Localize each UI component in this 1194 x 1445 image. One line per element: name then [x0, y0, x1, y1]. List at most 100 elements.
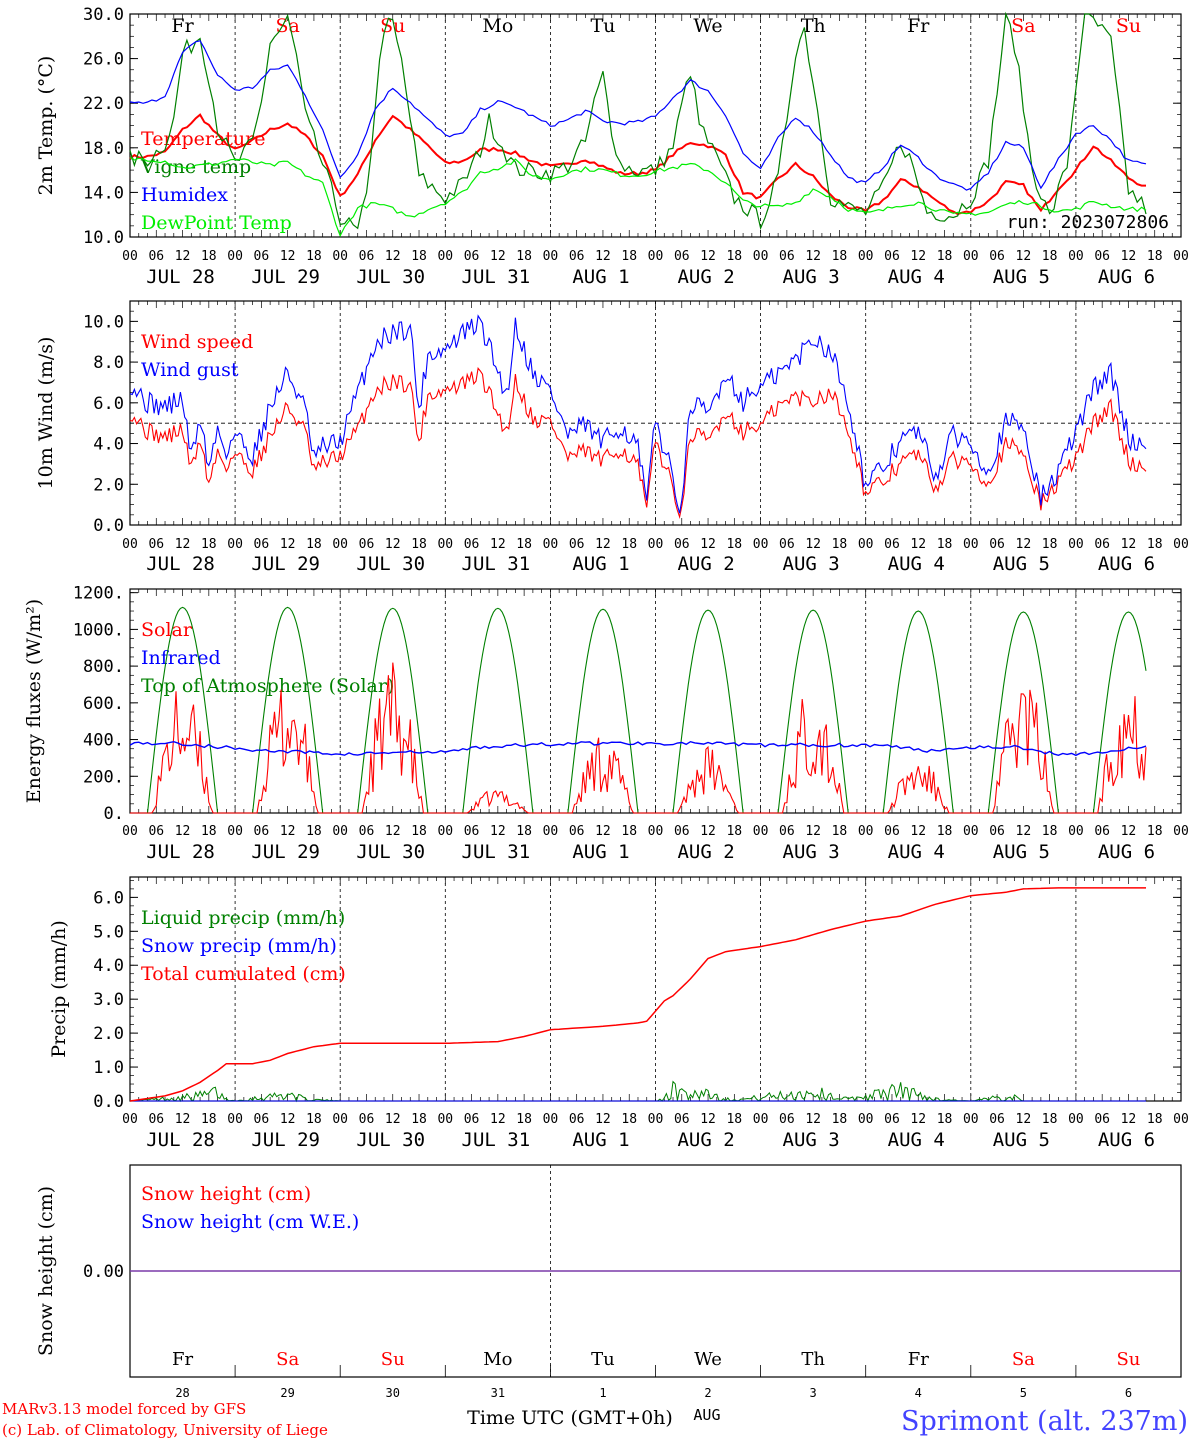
date-label: JUL 28 [146, 841, 215, 863]
hour-label: 06 [674, 537, 690, 552]
date-label: AUG 2 [677, 266, 734, 288]
hour-label: 18 [1042, 824, 1058, 839]
date-label: JUL 29 [251, 1129, 320, 1151]
y-tick-label: 800. [83, 657, 124, 677]
hour-label: 00 [963, 249, 979, 264]
hour-label: 06 [884, 537, 900, 552]
legend-total-cumulated-cm-: Total cumulated (cm) [141, 963, 346, 985]
hour-label: 06 [884, 1112, 900, 1127]
date-label: AUG 3 [783, 553, 840, 575]
y-tick-label: 6.0 [93, 394, 124, 414]
hour-label: 00 [227, 249, 243, 264]
hour-label: 12 [595, 537, 611, 552]
hour-label: 18 [1147, 249, 1163, 264]
hour-label: 12 [805, 1112, 821, 1127]
hour-label: 12 [595, 1112, 611, 1127]
weekday-label: Fr [171, 15, 194, 37]
weekday-label: Sa [1011, 15, 1035, 37]
date-label: JUL 28 [146, 553, 215, 575]
hour-label: 06 [779, 249, 795, 264]
hour-label: 06 [989, 824, 1005, 839]
legend-temperature: Temperature [141, 128, 265, 150]
hour-label: 12 [385, 824, 401, 839]
energy-lines [129, 606, 1147, 814]
date-label: JUL 28 [146, 1129, 215, 1151]
toa-line [130, 606, 1147, 814]
weekday-label: Su [1116, 15, 1141, 37]
weekday-label: Mo [482, 15, 513, 37]
hour-label: 18 [201, 537, 217, 552]
weekday-label: Fr [907, 15, 930, 37]
day-number-label: 5 [1020, 1386, 1027, 1400]
hour-label: 18 [201, 824, 217, 839]
hour-label: 00 [227, 537, 243, 552]
hour-label: 00 [648, 249, 664, 264]
hour-label: 00 [858, 249, 874, 264]
date-label: JUL 31 [462, 1129, 531, 1151]
hour-label: 06 [254, 249, 270, 264]
hour-label: 18 [1042, 1112, 1058, 1127]
hour-label: 12 [595, 824, 611, 839]
hour-label: 00 [543, 824, 559, 839]
legend-humidex: Humidex [141, 184, 228, 206]
hour-label: 06 [1094, 537, 1110, 552]
hour-label: 12 [280, 1112, 296, 1127]
hour-label: 12 [280, 824, 296, 839]
date-label: JUL 29 [251, 553, 320, 575]
hour-label: 00 [858, 1112, 874, 1127]
hour-label: 12 [175, 824, 191, 839]
date-label: JUL 31 [462, 266, 531, 288]
hour-label: 18 [726, 537, 742, 552]
hour-label: 00 [543, 1112, 559, 1127]
hour-label: 00 [437, 537, 453, 552]
plot-frame [129, 588, 1182, 814]
y-tick-label: 3.0 [93, 990, 124, 1010]
hour-label: 18 [411, 537, 427, 552]
hour-label: 18 [937, 537, 953, 552]
date-label: AUG 6 [1098, 553, 1155, 575]
weekday-label: Tu [591, 1349, 615, 1370]
hour-label: 18 [1042, 249, 1058, 264]
hour-label: 00 [332, 824, 348, 839]
hour-label: 12 [1121, 249, 1137, 264]
chart-panel-4: 0.0 1.0 2.0 3.0 4.0 5.0 6.0 Precip (mm/h) 00 06 12… [48, 876, 1189, 1151]
hour-label: 06 [148, 537, 164, 552]
y-tick-label: 600. [83, 694, 124, 714]
y-axis-title: Precip (mm/h) [48, 920, 70, 1058]
hour-label: 00 [122, 249, 138, 264]
weekday-label: Th [801, 1349, 825, 1370]
day-number-label: 28 [175, 1386, 189, 1400]
hour-label: 06 [254, 537, 270, 552]
hour-label: 18 [1042, 537, 1058, 552]
hour-label: 12 [490, 824, 506, 839]
hour-label: 12 [1121, 1112, 1137, 1127]
hour-label: 06 [1094, 824, 1110, 839]
y-tick-label: 6.0 [93, 888, 124, 908]
hour-label: 12 [385, 249, 401, 264]
hour-label: 12 [805, 249, 821, 264]
hour-label: 00 [122, 1112, 138, 1127]
y-tick-label: 4.0 [93, 435, 124, 455]
date-label: AUG 4 [888, 553, 945, 575]
hour-label: 12 [1016, 537, 1032, 552]
hour-label: 00 [963, 1112, 979, 1127]
legend-dewpoint-temp: DewPoint Temp [141, 212, 292, 234]
hour-label: 12 [700, 824, 716, 839]
weekday-label: Sa [275, 15, 299, 37]
legend-liquid-precip-mm-h-: Liquid precip (mm/h) [141, 907, 345, 929]
date-label: AUG 1 [572, 553, 629, 575]
hour-label: 12 [700, 1112, 716, 1127]
date-label: JUL 31 [462, 553, 531, 575]
hour-label: 06 [569, 537, 585, 552]
chart-panel-1: 10.0 14.0 18.0 22.0 26.0 30.0 2m Temp. (°C) 00 0… [35, 5, 1189, 288]
hour-label: 00 [1068, 824, 1084, 839]
hour-label: 12 [1121, 537, 1137, 552]
date-label: AUG 1 [572, 1129, 629, 1151]
series-line-1 [129, 367, 1147, 520]
hour-label: 06 [989, 537, 1005, 552]
y-tick-label: 2.0 [93, 475, 124, 495]
hour-label: 12 [700, 249, 716, 264]
hour-label: 06 [779, 824, 795, 839]
hour-label: 00 [332, 249, 348, 264]
